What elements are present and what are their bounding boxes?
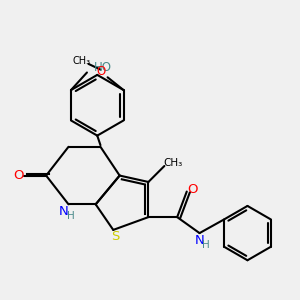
Text: CH₃: CH₃ <box>73 56 91 66</box>
Text: H: H <box>67 212 75 221</box>
Text: O: O <box>96 65 105 78</box>
Text: S: S <box>111 230 119 243</box>
Text: O: O <box>187 183 198 196</box>
Text: N: N <box>59 205 69 218</box>
Text: H: H <box>202 240 210 250</box>
Text: N: N <box>195 234 204 247</box>
Text: HO: HO <box>94 61 112 74</box>
Text: CH₃: CH₃ <box>164 158 183 168</box>
Text: O: O <box>13 169 23 182</box>
